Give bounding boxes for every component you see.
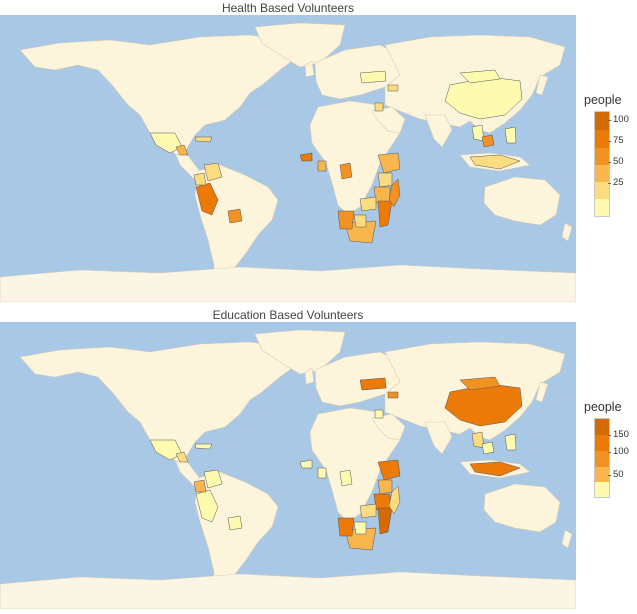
legend-tick: 75	[608, 135, 624, 146]
legend-tick: 100	[608, 114, 629, 125]
country-senegal	[299, 152, 313, 162]
japan	[535, 74, 549, 96]
country-botswana	[353, 521, 367, 535]
country-tanzania	[373, 186, 391, 204]
country-ghana	[317, 467, 327, 479]
education-map-panel: Education Based Volunteers	[0, 307, 637, 614]
country-mexico	[149, 439, 183, 461]
continents	[0, 329, 576, 609]
antarctica	[0, 264, 576, 302]
india	[424, 421, 453, 455]
health-map-panel: Health Based Volunteers	[0, 1, 629, 302]
country-peru	[195, 182, 219, 216]
japan	[535, 381, 549, 403]
country-jordan	[374, 102, 384, 112]
antarctica	[0, 571, 576, 609]
country-mozambique	[377, 507, 393, 535]
country-tanzania	[373, 493, 391, 511]
country-cameroon	[339, 162, 353, 180]
country-senegal	[299, 459, 313, 469]
country-philippines	[504, 433, 517, 451]
country-madagascar	[388, 178, 401, 208]
arabia	[371, 413, 406, 441]
country-kenya	[377, 479, 393, 495]
legend-title: people	[584, 400, 622, 414]
country-china	[444, 76, 523, 120]
map-title: Education Based Volunteers	[212, 308, 364, 322]
country-georgia	[387, 391, 399, 399]
country-peru	[195, 489, 219, 523]
legend-tick: 100	[608, 446, 629, 457]
country-philippines	[504, 126, 517, 144]
india	[424, 114, 453, 148]
legend-tick: 150	[608, 429, 629, 440]
country-namibia	[337, 517, 355, 537]
country-china	[444, 383, 523, 427]
country-cameroon	[339, 469, 353, 487]
country-madagascar	[388, 485, 401, 515]
country-cambodia	[481, 441, 495, 455]
new-zealand	[561, 222, 573, 242]
country-kenya	[377, 172, 393, 188]
country-ghana	[317, 160, 327, 172]
country-mexico	[149, 132, 183, 154]
country-zambia	[359, 503, 377, 519]
legend-tick: 50	[608, 469, 624, 480]
country-ethiopia	[377, 152, 401, 174]
country-jordan	[374, 409, 384, 419]
country-cambodia	[481, 134, 495, 148]
australia	[483, 483, 561, 533]
world-map	[0, 322, 576, 609]
legend-title: people	[584, 93, 622, 107]
world-map	[0, 15, 576, 302]
highlighted-countries	[149, 376, 523, 551]
country-ecuador	[193, 172, 207, 186]
country-mozambique	[377, 200, 393, 228]
country-guatemala	[175, 144, 189, 156]
map-title: Health Based Volunteers	[221, 1, 355, 15]
color-scale-bar	[594, 111, 610, 217]
country-ukraine	[359, 70, 387, 84]
uk	[304, 367, 315, 385]
north-america	[19, 34, 301, 156]
country-ecuador	[193, 479, 207, 493]
country-colombia	[203, 469, 223, 489]
country-botswana	[353, 214, 367, 228]
country-ethiopia	[377, 459, 401, 481]
country-cuba	[194, 443, 213, 450]
country-mongolia	[459, 69, 501, 84]
legend-tick: 50	[608, 156, 624, 167]
country-namibia	[337, 210, 355, 230]
legend-tick: 25	[608, 177, 624, 188]
new-zealand	[561, 529, 573, 549]
highlighted-countries	[149, 69, 523, 244]
country-cuba	[194, 136, 213, 143]
continents	[0, 22, 576, 302]
country-paraguay	[227, 515, 243, 531]
country-colombia	[203, 162, 223, 182]
country-ukraine	[359, 377, 387, 391]
arabia	[371, 106, 406, 134]
uk	[304, 60, 315, 78]
north-america	[19, 341, 301, 463]
color-scale-bar	[594, 418, 610, 498]
country-indonesia	[469, 461, 521, 477]
country-georgia	[387, 84, 399, 92]
country-mongolia	[459, 376, 501, 391]
country-paraguay	[227, 208, 243, 224]
country-guatemala	[175, 451, 189, 463]
country-zambia	[359, 196, 377, 212]
country-indonesia	[469, 154, 521, 170]
australia	[483, 176, 561, 226]
